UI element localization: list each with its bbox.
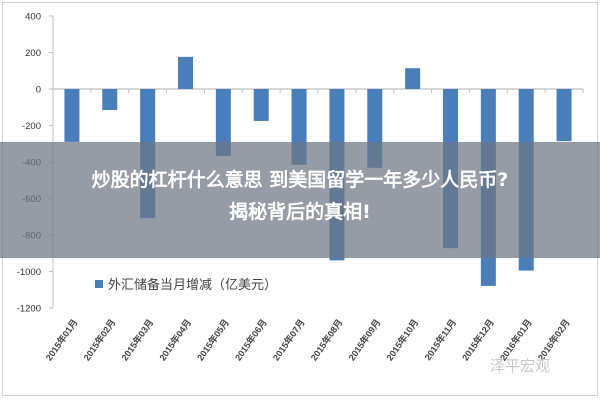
bar bbox=[253, 89, 269, 121]
y-tick-label: -1200 bbox=[17, 304, 41, 315]
x-tick-label: 2015年01月 bbox=[43, 317, 80, 363]
y-tick-label: 200 bbox=[25, 48, 41, 59]
x-tick-label: 2015年03月 bbox=[119, 317, 156, 363]
y-tick-label: -1000 bbox=[17, 267, 41, 278]
x-tick-label: 2015年05月 bbox=[194, 317, 231, 363]
legend-swatch bbox=[95, 280, 103, 288]
headline-line-2: 揭秘背后的真相! bbox=[229, 201, 371, 223]
bar bbox=[178, 56, 193, 89]
bar bbox=[556, 89, 572, 142]
headline: 炒股的杠杆什么意思 到美国留学一年多少人民币? 揭秘背后的真相! bbox=[0, 142, 600, 228]
bar bbox=[102, 89, 118, 110]
bar bbox=[405, 68, 421, 89]
x-tick-label: 2015年07月 bbox=[270, 317, 307, 363]
y-tick-label: -200 bbox=[22, 121, 41, 132]
x-tick-label: 2016年01月 bbox=[497, 317, 534, 363]
bar bbox=[64, 89, 80, 142]
x-tick-label: 2015年12月 bbox=[459, 317, 496, 363]
headline-overlay: 炒股的杠杆什么意思 到美国留学一年多少人民币? 揭秘背后的真相! bbox=[0, 142, 600, 258]
x-tick-label: 2015年09月 bbox=[346, 317, 383, 363]
x-tick-label: 2015年08月 bbox=[308, 317, 345, 363]
legend-label: 外汇储备当月增减（亿美元） bbox=[108, 277, 277, 293]
x-tick-label: 2015年02月 bbox=[81, 317, 118, 363]
x-tick-label: 2016年02月 bbox=[535, 317, 572, 363]
watermark: 泽平宏观 bbox=[490, 357, 550, 375]
y-tick-label: 0 bbox=[36, 85, 41, 96]
headline-line-1: 炒股的杠杆什么意思 到美国留学一年多少人民币? bbox=[91, 169, 509, 191]
x-tick-label: 2015年11月 bbox=[422, 317, 458, 362]
x-tick-label: 2015年10月 bbox=[384, 317, 421, 363]
y-tick-label: 400 bbox=[25, 12, 41, 23]
x-tick-label: 2015年06月 bbox=[232, 317, 269, 363]
x-tick-label: 2015年04月 bbox=[157, 317, 194, 363]
bar bbox=[215, 89, 231, 156]
